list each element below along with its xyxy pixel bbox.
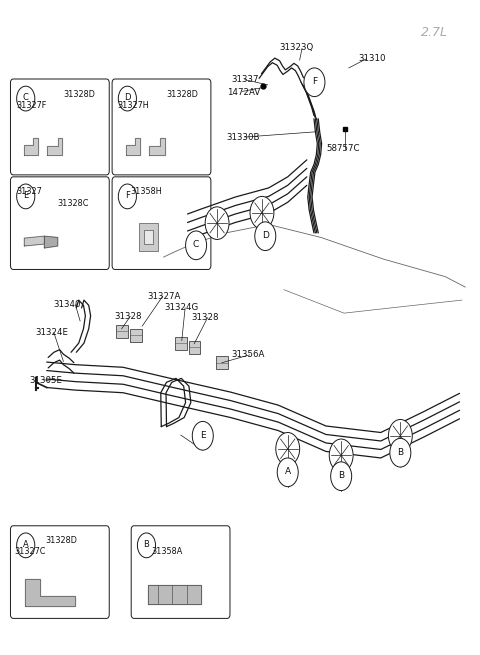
Text: 31323Q: 31323Q [279, 43, 313, 52]
Circle shape [304, 68, 325, 97]
Text: 31305E: 31305E [29, 377, 62, 386]
FancyBboxPatch shape [112, 177, 211, 269]
FancyBboxPatch shape [112, 79, 211, 175]
Polygon shape [25, 578, 75, 606]
Text: 31358A: 31358A [152, 548, 183, 556]
Text: 1472AV: 1472AV [227, 88, 260, 97]
Circle shape [205, 207, 229, 240]
Text: 31328: 31328 [192, 313, 219, 322]
Text: 31327A: 31327A [147, 291, 180, 301]
Text: 31330B: 31330B [227, 132, 260, 141]
Text: 31337: 31337 [232, 75, 259, 84]
Text: 31327C: 31327C [15, 548, 46, 556]
Text: 31328C: 31328C [58, 199, 89, 208]
Circle shape [331, 462, 352, 491]
Text: 31327H: 31327H [117, 102, 149, 110]
Text: B: B [397, 447, 403, 457]
FancyBboxPatch shape [11, 79, 109, 175]
Text: 2.7L: 2.7L [420, 26, 447, 39]
Circle shape [186, 231, 206, 259]
Circle shape [118, 86, 136, 111]
Text: D: D [262, 231, 269, 240]
Text: 31358H: 31358H [130, 187, 162, 196]
Polygon shape [47, 138, 62, 155]
Circle shape [276, 432, 300, 465]
FancyBboxPatch shape [11, 177, 109, 269]
Polygon shape [148, 585, 201, 604]
Text: 31340: 31340 [54, 300, 82, 309]
Text: D: D [124, 93, 131, 102]
Circle shape [17, 533, 35, 558]
Text: 31324E: 31324E [36, 328, 69, 337]
Bar [216, 356, 228, 369]
Circle shape [17, 184, 35, 209]
Text: 31310: 31310 [359, 54, 386, 64]
Circle shape [192, 421, 213, 450]
Polygon shape [24, 138, 37, 155]
Text: C: C [193, 240, 199, 249]
Circle shape [277, 458, 298, 487]
Text: 31328D: 31328D [45, 536, 77, 544]
Circle shape [329, 439, 353, 472]
Bar [175, 337, 187, 350]
Bar [130, 329, 142, 342]
Polygon shape [44, 236, 58, 248]
Bar [139, 223, 158, 251]
Text: 31328: 31328 [114, 312, 142, 321]
Text: C: C [23, 93, 29, 102]
Text: 31324G: 31324G [165, 303, 199, 312]
Text: B: B [144, 540, 149, 548]
Text: 31356A: 31356A [231, 350, 265, 360]
Text: F: F [125, 191, 130, 200]
Text: E: E [23, 191, 28, 200]
Text: A: A [23, 540, 29, 548]
Bar [189, 341, 200, 354]
Polygon shape [149, 138, 165, 155]
Text: 31327F: 31327F [17, 102, 47, 110]
Polygon shape [24, 236, 44, 246]
Text: B: B [338, 471, 344, 480]
Text: 31328D: 31328D [63, 90, 96, 98]
Text: F: F [312, 77, 317, 86]
Circle shape [250, 196, 274, 229]
FancyBboxPatch shape [131, 526, 230, 618]
Text: A: A [285, 467, 291, 476]
Bar [116, 325, 128, 338]
Text: 31328D: 31328D [166, 90, 198, 98]
Circle shape [118, 184, 136, 209]
Circle shape [390, 438, 411, 467]
Text: 31327: 31327 [17, 187, 42, 196]
Circle shape [255, 222, 276, 251]
FancyBboxPatch shape [11, 526, 109, 618]
Circle shape [137, 533, 156, 558]
Text: 58757C: 58757C [327, 144, 360, 153]
Bar [144, 230, 153, 244]
Polygon shape [126, 138, 140, 155]
Circle shape [17, 86, 35, 111]
Text: E: E [200, 430, 205, 440]
Circle shape [388, 419, 412, 452]
